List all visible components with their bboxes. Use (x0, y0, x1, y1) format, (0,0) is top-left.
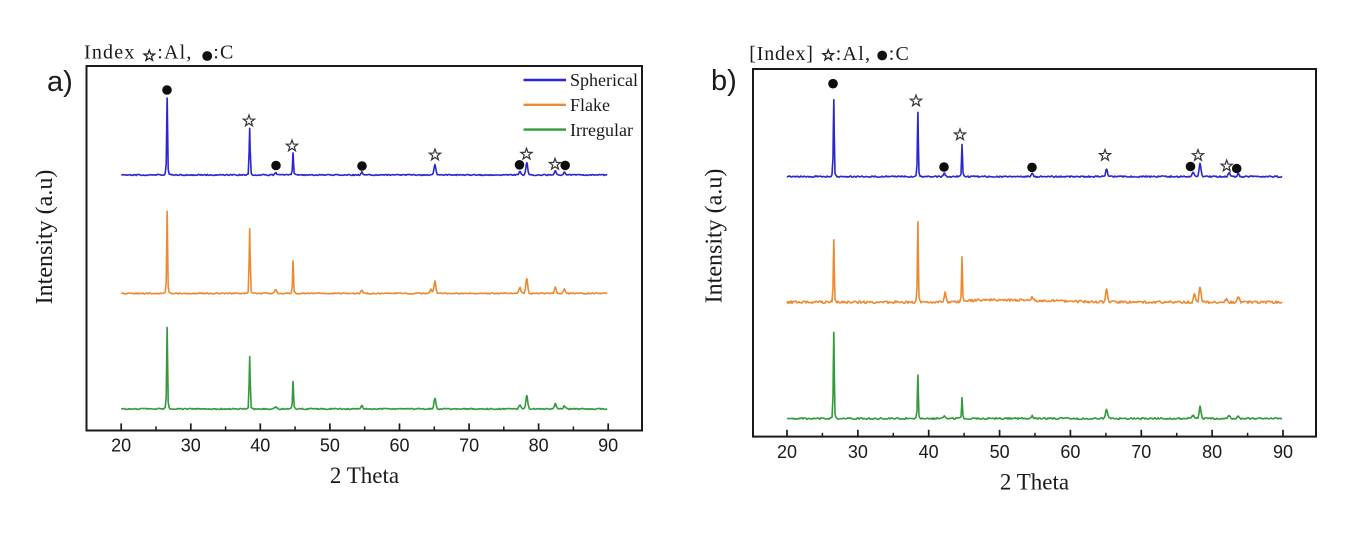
svg-text:a): a) (47, 66, 73, 98)
svg-text:Irregular: Irregular (570, 120, 633, 140)
svg-text:Intensity (a.u): Intensity (a.u) (32, 170, 58, 305)
svg-text:40: 40 (250, 436, 270, 456)
svg-text:20: 20 (777, 442, 797, 462)
svg-text:2 Theta: 2 Theta (330, 463, 399, 488)
svg-text::C: :C (889, 43, 910, 65)
svg-text:70: 70 (1131, 442, 1151, 462)
svg-text:2 Theta: 2 Theta (1000, 470, 1069, 495)
svg-text:50: 50 (990, 442, 1010, 462)
svg-text:30: 30 (848, 442, 868, 462)
svg-text:60: 60 (1060, 442, 1080, 462)
svg-text::Al,: :Al, (157, 42, 192, 64)
svg-text:80: 80 (529, 436, 549, 456)
svg-text:Intensity (a.u): Intensity (a.u) (702, 169, 728, 304)
svg-text:b): b) (711, 65, 737, 97)
svg-text:[Index]: [Index] (749, 43, 813, 65)
svg-text:40: 40 (919, 442, 939, 462)
svg-text:Flake: Flake (570, 95, 610, 115)
svg-text::C: :C (213, 42, 234, 64)
svg-text:90: 90 (598, 436, 618, 456)
svg-text:80: 80 (1202, 442, 1222, 462)
svg-text:70: 70 (459, 436, 479, 456)
svg-text::Al,: :Al, (836, 43, 871, 65)
svg-text:Spherical: Spherical (570, 70, 638, 90)
svg-text:20: 20 (111, 436, 131, 456)
svg-text:50: 50 (320, 436, 340, 456)
svg-text:90: 90 (1273, 442, 1293, 462)
svg-text:30: 30 (181, 436, 201, 456)
svg-text:60: 60 (389, 436, 409, 456)
svg-text:Index: Index (84, 42, 136, 64)
